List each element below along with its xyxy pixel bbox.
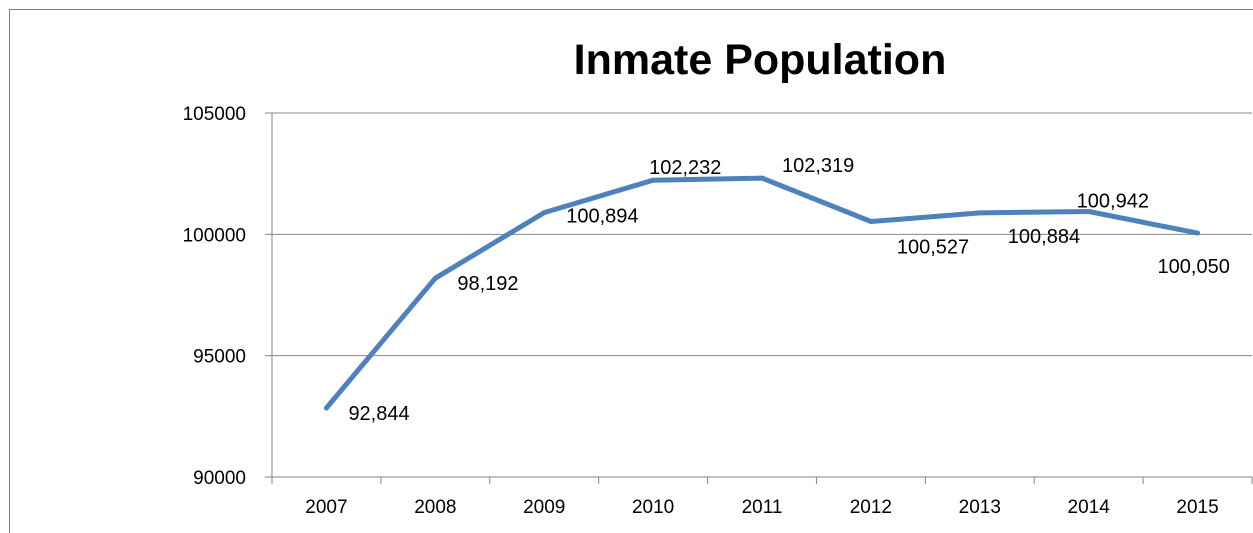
x-tick-label: 2015 [1176, 497, 1218, 518]
x-tick-label: 2011 [742, 497, 783, 518]
x-tick-label: 2013 [959, 497, 1001, 518]
y-tick-label: 105000 [183, 104, 246, 125]
x-tick-label: 2010 [632, 497, 674, 518]
chart-title: Inmate Population [573, 36, 947, 84]
data-label: 100,894 [566, 206, 638, 228]
data-label: 102,319 [782, 155, 854, 177]
data-label: 92,844 [348, 403, 409, 425]
data-label: 102,232 [649, 157, 721, 179]
data-label: 100,942 [1077, 190, 1149, 212]
data-label: 100,527 [897, 237, 969, 259]
y-tick-labels: 90000 95000 100000 105000 [183, 104, 246, 489]
x-tick-label: 2007 [305, 497, 347, 518]
x-tick-label: 2009 [523, 497, 565, 518]
y-tick-label: 90000 [193, 468, 246, 489]
gridlines [272, 112, 1252, 357]
chart-frame [9, 9, 1253, 533]
x-tick-labels: 2007 2008 2009 2010 2011 2012 2013 2014 2015 [305, 497, 1218, 518]
x-tick-label: 2008 [414, 497, 456, 518]
series-line [323, 175, 1201, 411]
data-label: 98,192 [457, 273, 518, 295]
data-labels: 92,844 98,192 100,894 102,232 102,319 100,527… [348, 155, 1229, 425]
data-label: 100,884 [1008, 226, 1080, 248]
x-tick-label: 2014 [1068, 497, 1111, 518]
data-label: 100,050 [1158, 256, 1230, 278]
axes [265, 112, 1253, 484]
y-tick-label: 100000 [183, 225, 246, 246]
x-tick-label: 2012 [850, 497, 892, 518]
y-tick-label: 95000 [193, 347, 246, 368]
